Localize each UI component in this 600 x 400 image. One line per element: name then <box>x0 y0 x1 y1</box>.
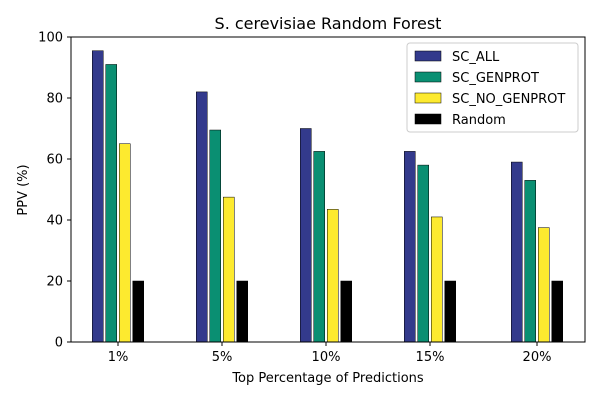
y-axis-label: PPV (%) <box>16 164 31 215</box>
y-axis: 0 20 40 60 80 100 <box>38 31 71 351</box>
chart-title: S. cerevisiae Random Forest <box>215 14 442 33</box>
bar-sc-genprot-20pct <box>524 180 536 343</box>
legend-swatch <box>414 71 442 83</box>
bar-sc-genprot-15pct <box>417 164 429 343</box>
bar-sc-all-15pct <box>404 151 416 343</box>
legend-swatch <box>414 113 442 125</box>
legend-label: SC_GENPROT <box>452 71 539 86</box>
plot-frame <box>70 36 586 343</box>
legend-label: SC_NO_GENPROT <box>452 92 565 107</box>
y-tick-label: 100 <box>38 31 63 46</box>
y-tick-label: 60 <box>46 153 63 168</box>
bars-group <box>92 50 563 343</box>
bar-sc-genprot-10pct <box>313 151 325 343</box>
x-tick-label: 10% <box>312 350 341 365</box>
bar-sc-genprot-1pct <box>105 64 117 343</box>
legend: SC_ALL SC_GENPROT SC_NO_GENPROT Random <box>406 42 579 133</box>
x-axis-label: Top Percentage of Predictions <box>231 371 424 386</box>
y-tick-label: 40 <box>46 214 63 229</box>
y-tick-label: 0 <box>55 336 63 351</box>
y-tick-label: 80 <box>46 92 63 107</box>
bar-sc-no-genprot-20pct <box>538 227 550 343</box>
legend-box <box>406 42 579 133</box>
x-tick-label: 5% <box>212 350 233 365</box>
bar-random-1pct <box>132 280 144 343</box>
x-tick-label: 1% <box>108 350 129 365</box>
bar-sc-no-genprot-1pct <box>119 143 131 343</box>
bar-random-10pct <box>340 280 352 343</box>
bar-random-20pct <box>551 280 563 343</box>
bar-sc-no-genprot-10pct <box>327 209 339 343</box>
bar-sc-genprot-5pct <box>209 129 221 343</box>
bar-sc-no-genprot-15pct <box>431 216 443 343</box>
x-tick-label: 20% <box>523 350 552 365</box>
bar-sc-all-5pct <box>196 91 208 343</box>
legend-swatch <box>414 92 442 104</box>
legend-swatch <box>414 50 442 62</box>
bar-sc-all-10pct <box>300 128 312 343</box>
x-tick-label: 15% <box>416 350 445 365</box>
bar-sc-no-genprot-5pct <box>223 196 235 343</box>
legend-label: SC_ALL <box>452 50 500 65</box>
x-axis: 1% 5% 10% 15% 20% <box>108 342 552 365</box>
bar-sc-all-20pct <box>511 161 523 343</box>
bar-random-5pct <box>236 280 248 343</box>
legend-label: Random <box>452 113 506 128</box>
y-tick-label: 20 <box>46 275 63 290</box>
bar-sc-all-1pct <box>92 50 104 343</box>
bar-random-15pct <box>444 280 456 343</box>
